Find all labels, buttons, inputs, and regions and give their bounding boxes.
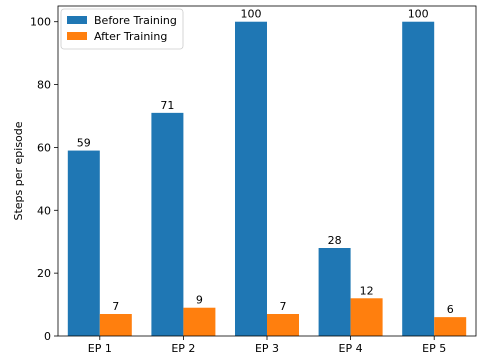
plot-frame: [57, 5, 477, 337]
data-label-after-training-4: 12: [360, 284, 374, 297]
legend-box: [60, 8, 184, 50]
y-axis: 0 20 40 60 80 100: [30, 16, 58, 343]
legend: Before Training After Training: [60, 8, 184, 50]
y-tick-label: 40: [37, 204, 51, 217]
bar-after-training-4: [350, 298, 383, 336]
x-axis: EP 1 EP 2 EP 3 EP 4 EP 5: [88, 336, 446, 354]
x-tick-label: EP 2: [171, 342, 195, 354]
legend-swatch-before-training: [67, 16, 87, 24]
bar-after-training-1: [99, 314, 132, 336]
x-tick-label: EP 1: [88, 342, 112, 354]
legend-swatch-after-training: [67, 32, 87, 40]
data-labels-layer: 59 71 100 28 100 7 9 7 12 6: [77, 8, 454, 316]
y-tick-label: 0: [44, 330, 51, 343]
data-label-before-training-2: 71: [160, 99, 174, 112]
y-tick-label: 100: [30, 16, 51, 29]
legend-label-after-training: After Training: [94, 30, 167, 43]
bar-after-training-2: [183, 307, 216, 336]
data-label-after-training-3: 7: [280, 300, 287, 313]
bar-before-training-4: [318, 248, 351, 336]
bar-before-training-2: [151, 112, 184, 336]
bars-layer: [67, 21, 467, 336]
bar-before-training-3: [235, 21, 267, 336]
y-tick-label: 60: [37, 141, 51, 154]
bar-before-training-5: [402, 21, 435, 336]
x-tick-label: EP 4: [339, 342, 363, 354]
data-label-before-training-5: 100: [408, 8, 429, 21]
y-tick-label: 20: [37, 267, 51, 280]
x-tick-label: EP 5: [422, 342, 446, 354]
y-axis-label: Steps per episode: [12, 121, 25, 220]
bar-after-training-3: [267, 314, 299, 336]
bar-before-training-1: [67, 150, 100, 336]
data-label-after-training-1: 7: [112, 300, 119, 313]
data-label-before-training-3: 100: [241, 8, 262, 21]
bar-after-training-5: [434, 317, 467, 336]
data-label-after-training-5: 6: [447, 303, 454, 316]
data-label-before-training-1: 59: [77, 137, 91, 150]
x-tick-label: EP 3: [255, 342, 279, 354]
data-label-before-training-4: 28: [328, 234, 342, 247]
y-tick-label: 80: [37, 79, 51, 92]
legend-label-before-training: Before Training: [94, 14, 177, 27]
data-label-after-training-2: 9: [196, 294, 203, 307]
